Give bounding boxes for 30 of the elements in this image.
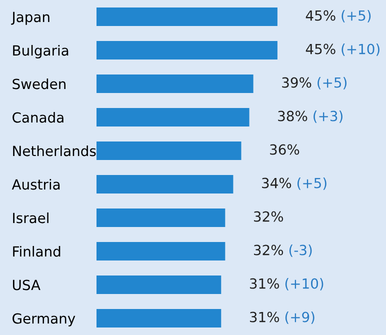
y-tick-label: Canada [12,112,64,123]
data-label: 31% (+10) [250,278,324,290]
y-tick-label: Germany [12,313,76,326]
bar [96,309,222,328]
data-label: 45% (+10) [306,44,380,56]
y-tick-label: Sweden [12,78,66,90]
y-tick-label: Bulgaria [13,44,68,58]
data-label: 45% (+5) [306,10,371,22]
data-label: 32% (-3) [254,244,312,257]
y-tick-label: Finland [13,246,60,257]
y-tick-label: Israel [13,212,48,224]
bar [96,175,234,194]
y-tick-label: Netherlands [13,145,96,156]
data-label: 32% [254,211,284,222]
y-tick-label: Japan [11,12,50,25]
bar [96,142,242,160]
data-label: 36% [270,144,300,155]
data-label: 38% (+3) [278,110,342,123]
data-label: 39% (+5) [282,77,346,90]
data-label: 31% (+9) [250,312,314,324]
bar [96,108,250,126]
y-tick-label: Austria [12,178,60,190]
data-label: 34% (+5) [262,178,326,190]
bar [96,276,222,294]
bar [96,41,278,60]
bar [96,8,278,26]
bar [96,242,226,260]
y-tick-label: USA [12,280,40,290]
bar [96,208,226,227]
bar [96,74,254,93]
